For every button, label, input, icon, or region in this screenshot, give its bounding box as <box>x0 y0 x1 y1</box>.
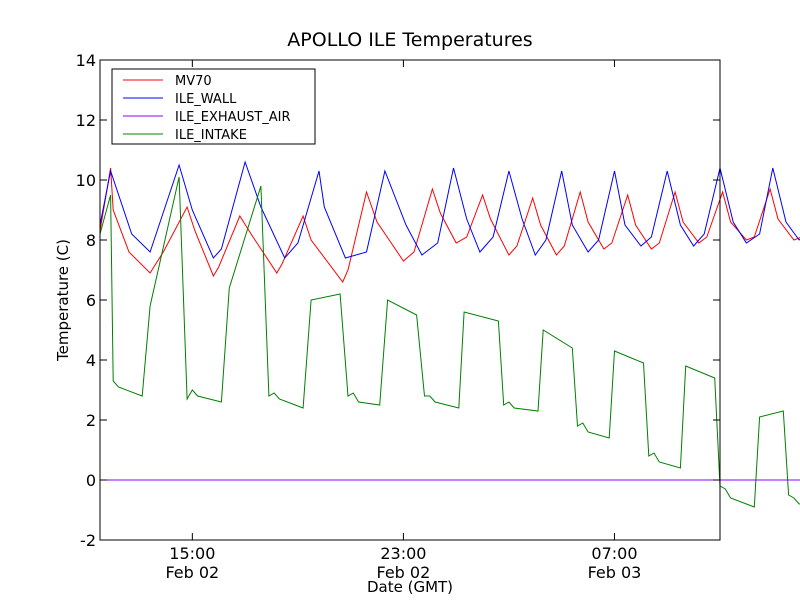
y-axis: -2 0 2 4 6 8 10 12 14 <box>76 51 720 550</box>
y-tick-label: 8 <box>86 231 96 250</box>
series-line-ile-wall <box>99 160 800 259</box>
y-tick-label: -2 <box>80 531 96 550</box>
x-tick-time-label: 15:00 <box>169 544 215 563</box>
y-tick-label: 6 <box>86 291 96 310</box>
legend: MV70 ILE_WALL ILE_EXHAUST_AIR ILE_INTAKE <box>111 68 316 145</box>
y-tick-label: 10 <box>76 171 96 190</box>
x-axis-label: Date (GMT) <box>367 578 453 596</box>
y-tick-label: 0 <box>86 471 96 490</box>
x-tick-date-label: Feb 03 <box>588 563 642 582</box>
legend-label: ILE_INTAKE <box>175 128 247 143</box>
series-group <box>99 160 800 508</box>
x-tick-date-label: Feb 02 <box>377 563 431 582</box>
legend-label: ILE_EXHAUST_AIR <box>175 110 291 125</box>
y-tick-label: 2 <box>86 411 96 430</box>
legend-box <box>111 68 316 145</box>
x-tick-date-label: Feb 02 <box>165 563 219 582</box>
y-tick-label: 4 <box>86 351 96 370</box>
series-line-ile-intake <box>99 176 800 508</box>
y-tick-label: 14 <box>76 51 96 70</box>
series-line-mv70 <box>99 167 800 283</box>
y-tick-label: 12 <box>76 111 96 130</box>
x-tick-time-label: 07:00 <box>591 544 637 563</box>
legend-label: MV70 <box>175 74 212 89</box>
x-tick-date-label: Feb 03 <box>799 563 800 582</box>
x-tick-time-label: 23:00 <box>380 544 426 563</box>
y-axis-label: Temperature (C) <box>54 239 72 362</box>
legend-label: ILE_WALL <box>175 92 237 107</box>
chart-title: APOLLO ILE Temperatures <box>287 29 532 51</box>
